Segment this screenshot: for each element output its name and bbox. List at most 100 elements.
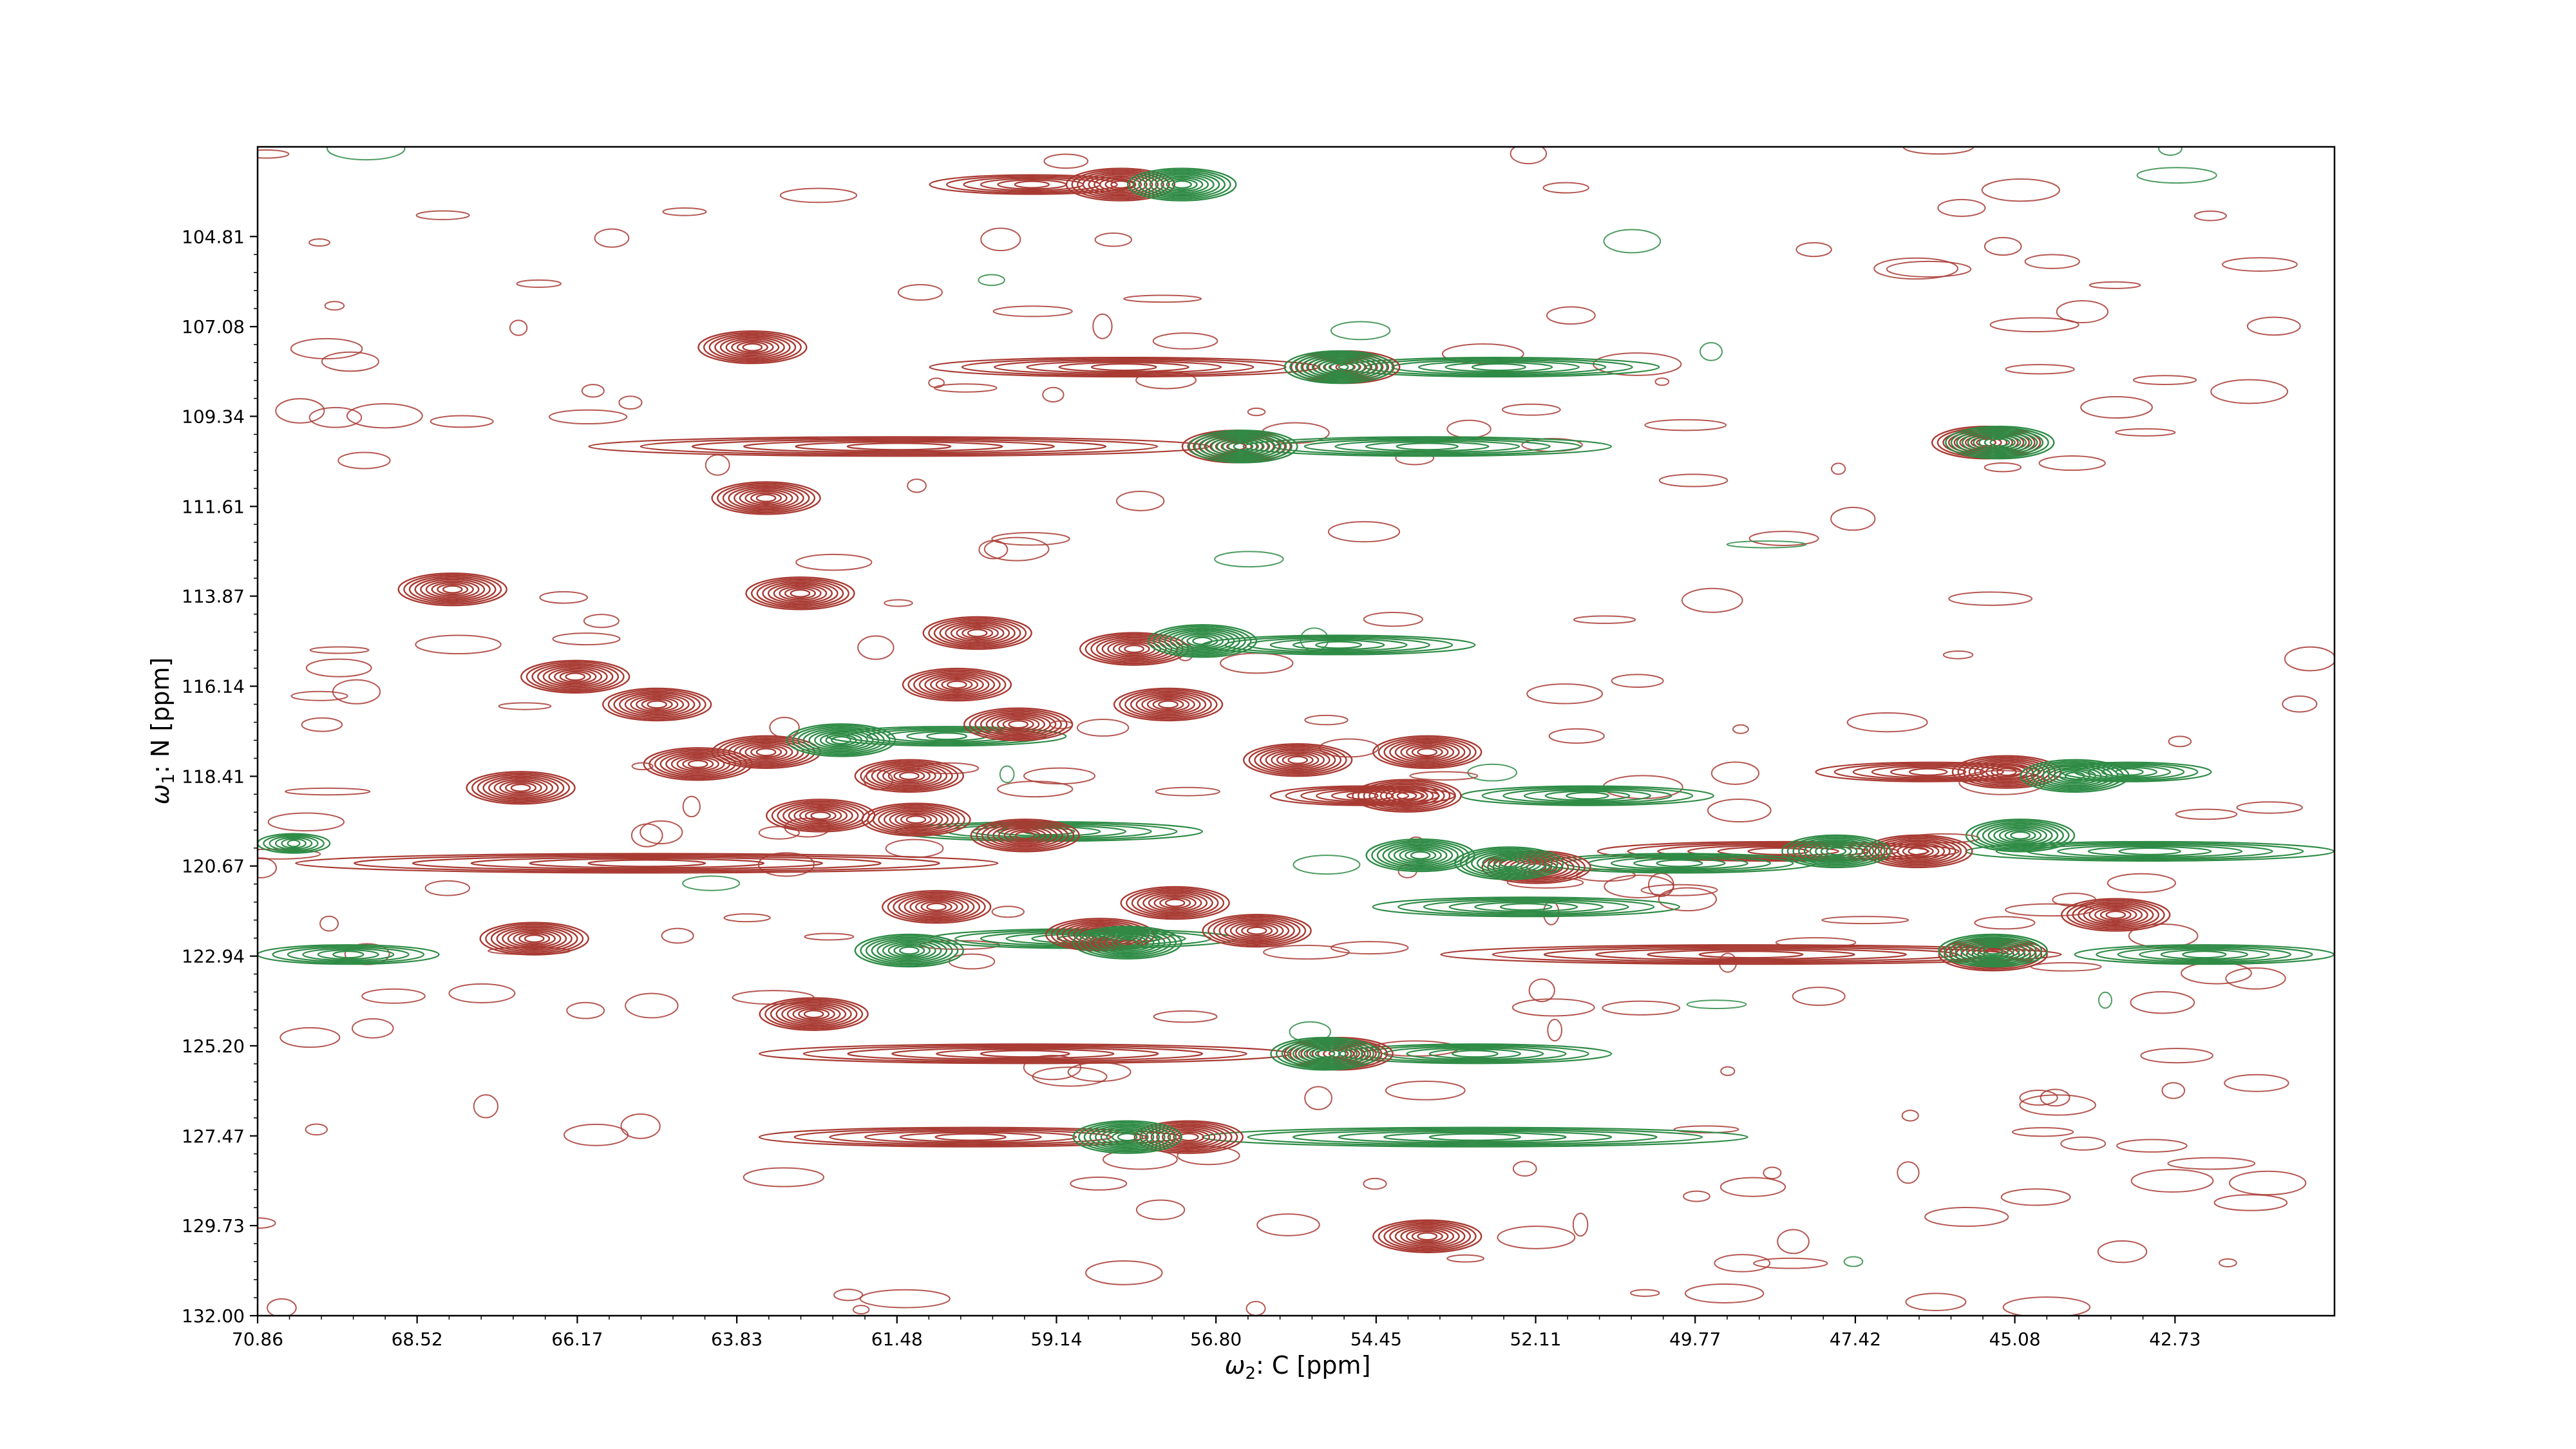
positive-ridge-contour xyxy=(470,857,823,870)
positive-peak-contour xyxy=(905,815,927,824)
positive-peak-contour xyxy=(926,902,947,911)
noise-contour xyxy=(907,478,927,493)
positive-peak-contour xyxy=(1389,739,1466,764)
positive-peak-contour xyxy=(1229,922,1284,940)
positive-peak-contour xyxy=(1088,174,1153,195)
positive-peak-contour xyxy=(1137,891,1213,915)
negative-ridge-contour xyxy=(1292,639,1385,650)
negative-peak-contour xyxy=(1289,352,1388,383)
negative-ridge-contour xyxy=(1474,902,1578,913)
negative-peak-contour xyxy=(1826,847,1847,856)
negative-ridge-contour xyxy=(1444,361,1553,373)
y-tick-label: 127.47 xyxy=(182,1126,245,1147)
positive-peak-contour xyxy=(950,623,1005,642)
noise-contour xyxy=(1981,178,2060,202)
negative-peak-contour xyxy=(871,938,948,963)
negative-peak-contour xyxy=(1303,1046,1347,1061)
positive-ridge-contour xyxy=(934,1133,1007,1141)
negative-peak-contour xyxy=(854,933,965,968)
negative-ridge-contour xyxy=(1334,440,1520,453)
noise-contour xyxy=(1511,998,1595,1017)
noise-contour xyxy=(1548,728,1605,744)
positive-peak-contour xyxy=(980,712,1057,737)
positive-peak-contour xyxy=(893,893,981,921)
positive-peak-contour xyxy=(876,765,942,787)
noise-contour xyxy=(2019,1094,2096,1116)
positive-peak-contour xyxy=(1374,785,1440,807)
negative-ridge-contour xyxy=(2139,948,2270,961)
positive-peak-contour xyxy=(1957,756,2056,788)
positive-peak-contour xyxy=(1148,894,1202,913)
noise-contour xyxy=(1901,1110,1919,1122)
negative-peak-contour xyxy=(1138,171,1226,198)
noise-contour xyxy=(415,634,502,655)
noise-contour xyxy=(1732,724,1749,734)
negative-peak-contour xyxy=(2025,761,2125,791)
positive-peak-contour xyxy=(759,997,869,1031)
negative-peak-contour xyxy=(1938,933,2048,968)
noise-contour xyxy=(1528,978,1555,1003)
negative-peak-contour xyxy=(1089,1124,1166,1150)
positive-peak-contour xyxy=(1383,738,1472,766)
positive-peak-contour xyxy=(425,580,480,599)
positive-ridge-contour xyxy=(1747,847,1810,856)
noise-contour xyxy=(1684,1283,1765,1303)
positive-peak-contour xyxy=(920,901,952,913)
y-tick-label: 116.14 xyxy=(182,676,245,697)
noise-contour xyxy=(308,238,330,247)
negative-ridge-contour xyxy=(1247,637,1430,653)
negative-peak-contour xyxy=(797,726,885,754)
positive-ridge-contour xyxy=(295,853,999,874)
positive-ridge-contour xyxy=(758,1043,1292,1065)
noise-contour xyxy=(2116,1139,2188,1153)
positive-ridge-contour xyxy=(994,359,1255,375)
noise-contour xyxy=(1710,761,1760,785)
positive-peak-contour xyxy=(924,674,990,696)
negative-ridge-contour xyxy=(1471,363,1526,372)
x-tick-label: 45.08 xyxy=(1989,1329,2041,1350)
positive-peak-contour xyxy=(1908,847,1929,856)
negative-peak-contour xyxy=(831,735,851,745)
negative-ridge-contour xyxy=(2182,951,2227,959)
negative-peak-contour xyxy=(1978,435,2022,450)
positive-peak-contour xyxy=(548,667,603,686)
positive-peak-contour xyxy=(928,618,1027,649)
positive-peak-contour xyxy=(1235,923,1278,938)
positive-peak-contour xyxy=(945,622,1010,644)
noise-contour xyxy=(2000,1188,2071,1206)
noise-contour xyxy=(1989,317,2079,333)
positive-peak-contour xyxy=(477,774,565,802)
noise-contour xyxy=(1654,377,1670,386)
positive-peak-contour xyxy=(520,659,630,694)
negative-peak-contour xyxy=(1982,823,2059,848)
negative-peak-contour xyxy=(1971,943,2014,958)
positive-peak-contour xyxy=(537,664,614,689)
negative-ridge-contour xyxy=(287,947,410,963)
negative-ridge-contour xyxy=(1423,899,1629,915)
noise-contour xyxy=(2097,1240,2148,1264)
negative-peak-contour xyxy=(1993,826,2047,845)
positive-ridge-contour xyxy=(936,1048,1115,1059)
positive-ridge-contour xyxy=(1889,766,1967,777)
negative-peak-contour xyxy=(1471,851,1548,876)
negative-peak-contour xyxy=(1275,1038,1375,1069)
noise-contour xyxy=(1937,198,1986,217)
negative-peak-contour xyxy=(1153,625,1252,657)
negative-peak-contour xyxy=(1809,842,1864,860)
noise-contour xyxy=(1446,1254,1485,1263)
negative-peak-contour xyxy=(2020,759,2130,793)
positive-peak-contour xyxy=(872,806,960,833)
negative-peak-contour xyxy=(1160,177,1204,193)
positive-ridge-contour xyxy=(1090,363,1157,372)
positive-ridge-contour xyxy=(1026,360,1222,374)
noise-contour xyxy=(934,383,998,393)
negative-peak-contour xyxy=(1078,1121,1177,1153)
positive-peak-contour xyxy=(1897,844,1940,859)
noise-contour xyxy=(992,305,1073,317)
noise-contour xyxy=(631,762,654,771)
noise-contour xyxy=(267,1298,297,1316)
noise-contour xyxy=(1873,257,1959,280)
positive-peak-contour xyxy=(408,575,497,603)
noise-contour xyxy=(448,983,516,1003)
positive-peak-contour xyxy=(1265,749,1331,771)
